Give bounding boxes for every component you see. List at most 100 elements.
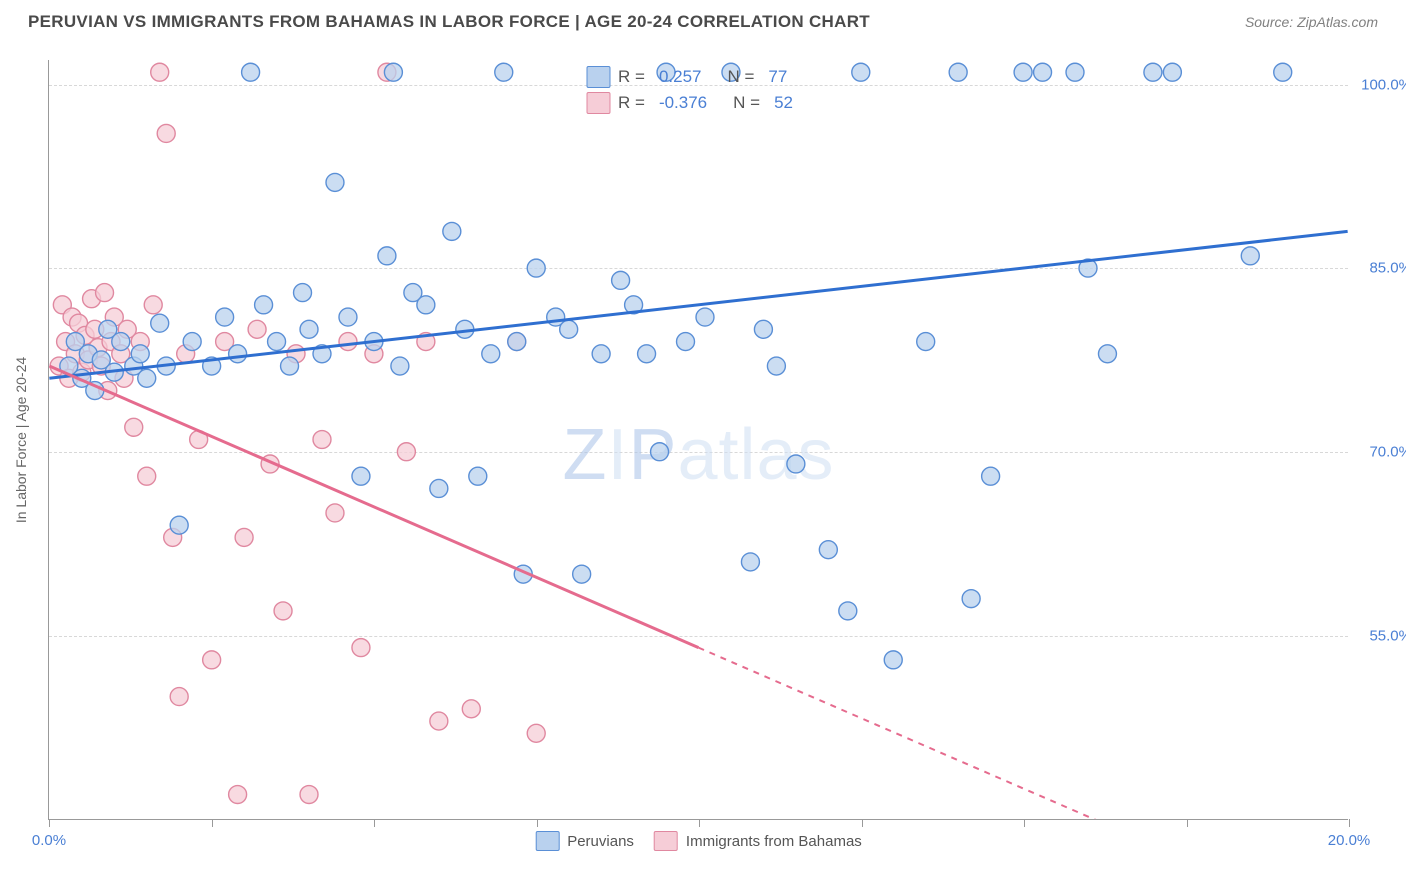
x-tick: [1024, 819, 1025, 827]
data-point: [852, 63, 870, 81]
y-tick-label: 55.0%: [1369, 628, 1406, 645]
data-point: [352, 639, 370, 657]
trend-line: [49, 231, 1347, 378]
data-point: [125, 418, 143, 436]
data-point: [462, 700, 480, 718]
r-value-peruvians: 0.257: [659, 67, 702, 87]
data-point: [767, 357, 785, 375]
x-tick: [49, 819, 50, 827]
swatch-peruvians: [535, 831, 559, 851]
chart-source: Source: ZipAtlas.com: [1245, 14, 1378, 30]
data-point: [326, 173, 344, 191]
chart-plot-area: In Labor Force | Age 20-24 ZIPatlas R = …: [48, 60, 1348, 820]
data-point: [248, 320, 266, 338]
data-point: [294, 284, 312, 302]
swatch-bahamas: [586, 92, 610, 114]
data-point: [754, 320, 772, 338]
legend-item-bahamas: Immigrants from Bahamas: [654, 831, 862, 851]
data-point: [242, 63, 260, 81]
trend-line-extrapolated: [699, 648, 1348, 819]
data-point: [281, 357, 299, 375]
data-point: [255, 296, 273, 314]
x-tick-label: 20.0%: [1328, 832, 1371, 849]
x-tick-label: 0.0%: [32, 832, 66, 849]
data-point: [274, 602, 292, 620]
data-point: [229, 786, 247, 804]
data-point: [982, 467, 1000, 485]
data-point: [469, 467, 487, 485]
data-point: [495, 63, 513, 81]
n-value-peruvians: 77: [768, 67, 787, 87]
data-point: [787, 455, 805, 473]
data-point: [839, 602, 857, 620]
data-point: [397, 443, 415, 461]
data-point: [391, 357, 409, 375]
data-point: [300, 320, 318, 338]
data-point: [170, 688, 188, 706]
data-point: [131, 345, 149, 363]
data-point: [300, 786, 318, 804]
chart-title: PERUVIAN VS IMMIGRANTS FROM BAHAMAS IN L…: [28, 12, 870, 32]
data-point: [884, 651, 902, 669]
n-value-bahamas: 52: [774, 93, 793, 113]
data-point: [651, 443, 669, 461]
correlation-legend: R = 0.257 N = 77 R = -0.376 N = 52: [586, 66, 811, 118]
x-tick: [537, 819, 538, 827]
data-point: [741, 553, 759, 571]
data-point: [138, 467, 156, 485]
series-legend: Peruvians Immigrants from Bahamas: [535, 831, 862, 851]
data-point: [203, 651, 221, 669]
y-tick-label: 70.0%: [1369, 444, 1406, 461]
data-point: [1274, 63, 1292, 81]
scatter-svg: [49, 60, 1348, 819]
data-point: [560, 320, 578, 338]
legend-item-peruvians: Peruvians: [535, 831, 634, 851]
data-point: [592, 345, 610, 363]
y-axis-label: In Labor Force | Age 20-24: [13, 356, 29, 522]
legend-row-peruvians: R = 0.257 N = 77: [586, 66, 811, 88]
data-point: [1066, 63, 1084, 81]
data-point: [138, 369, 156, 387]
y-tick-label: 100.0%: [1361, 76, 1406, 93]
y-tick-label: 85.0%: [1369, 260, 1406, 277]
data-point: [144, 296, 162, 314]
data-point: [313, 431, 331, 449]
data-point: [1163, 63, 1181, 81]
data-point: [1144, 63, 1162, 81]
data-point: [1034, 63, 1052, 81]
x-tick: [862, 819, 863, 827]
data-point: [151, 63, 169, 81]
data-point: [962, 590, 980, 608]
r-value-bahamas: -0.376: [659, 93, 707, 113]
data-point: [170, 516, 188, 534]
x-tick: [1187, 819, 1188, 827]
data-point: [112, 333, 130, 351]
data-point: [417, 296, 435, 314]
data-point: [819, 541, 837, 559]
data-point: [443, 222, 461, 240]
data-point: [1014, 63, 1032, 81]
trend-line: [49, 366, 698, 648]
data-point: [96, 284, 114, 302]
data-point: [482, 345, 500, 363]
swatch-bahamas: [654, 831, 678, 851]
data-point: [696, 308, 714, 326]
data-point: [326, 504, 344, 522]
data-point: [339, 333, 357, 351]
data-point: [229, 345, 247, 363]
data-point: [157, 124, 175, 142]
x-tick: [212, 819, 213, 827]
data-point: [430, 712, 448, 730]
data-point: [384, 63, 402, 81]
data-point: [527, 259, 545, 277]
data-point: [339, 308, 357, 326]
data-point: [508, 333, 526, 351]
data-point: [949, 63, 967, 81]
data-point: [430, 479, 448, 497]
swatch-peruvians: [586, 66, 610, 88]
x-tick: [1349, 819, 1350, 827]
data-point: [216, 308, 234, 326]
data-point: [677, 333, 695, 351]
data-point: [527, 724, 545, 742]
data-point: [612, 271, 630, 289]
